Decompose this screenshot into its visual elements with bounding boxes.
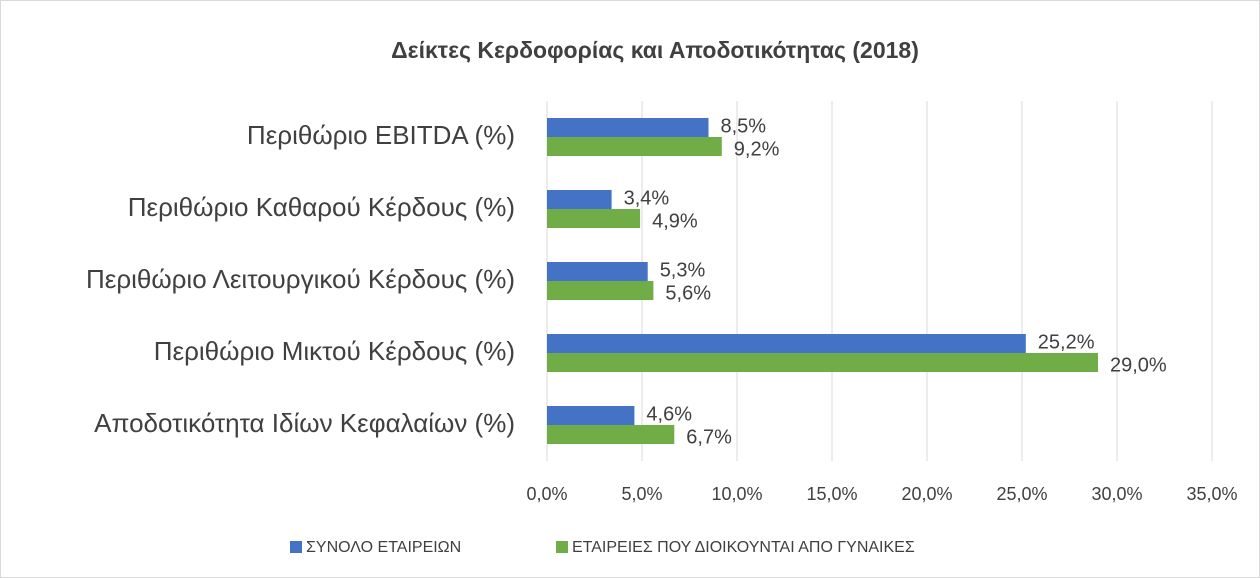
- data-label: 4,9%: [652, 210, 698, 232]
- data-label: 6,7%: [686, 426, 732, 448]
- y-tick-label: Περιθώριο Καθαρού Κέρδους (%): [128, 192, 515, 222]
- bar: [547, 190, 612, 209]
- legend-swatch: [556, 541, 568, 553]
- bar: [547, 209, 641, 228]
- x-tick-label: 5,0%: [621, 484, 662, 504]
- y-tick-label: Περιθώριο Λειτουργικού Κέρδους (%): [86, 264, 515, 294]
- x-tick-label: 25,0%: [996, 484, 1047, 504]
- legend-label: ΕΤΑΙΡΕΙΕΣ ΠΟΥ ΔΙΟΙΚΟΥΝΤΑΙ ΑΠΟ ΓΥΝΑΙΚΕΣ: [572, 539, 915, 556]
- chart-title: Δείκτες Κερδοφορίας και Αποδοτικότητας (…: [391, 37, 919, 63]
- x-tick-label: 15,0%: [806, 484, 857, 504]
- data-label: 9,2%: [734, 138, 780, 160]
- bar: [547, 406, 635, 425]
- x-tick-label: 20,0%: [901, 484, 952, 504]
- data-label: 5,6%: [665, 282, 711, 304]
- y-tick-label: Αποδοτικότητα Ιδίων Κεφαλαίων (%): [94, 408, 515, 438]
- data-label: 8,5%: [721, 115, 767, 137]
- legend-swatch: [290, 541, 302, 553]
- data-label: 4,6%: [646, 403, 692, 425]
- bar: [547, 334, 1026, 353]
- x-tick-label: 35,0%: [1186, 484, 1237, 504]
- y-tick-label: Περιθώριο Μικτού Κέρδους (%): [154, 336, 515, 366]
- data-label: 29,0%: [1110, 354, 1167, 376]
- x-tick-label: 10,0%: [711, 484, 762, 504]
- x-tick-label: 30,0%: [1091, 484, 1142, 504]
- bar: [547, 425, 675, 444]
- bar: [547, 353, 1098, 372]
- data-label: 25,2%: [1038, 331, 1095, 353]
- legend-label: ΣΥΝΟΛΟ ΕΤΑΙΡΕΙΩΝ: [306, 539, 461, 556]
- bar: [547, 262, 648, 281]
- x-tick-label: 0,0%: [526, 484, 567, 504]
- y-tick-label: Περιθώριο EBITDA (%): [247, 120, 515, 150]
- data-label: 5,3%: [660, 259, 706, 281]
- bar: [547, 118, 709, 137]
- bar: [547, 137, 722, 156]
- bar: [547, 281, 654, 300]
- data-label: 3,4%: [624, 187, 670, 209]
